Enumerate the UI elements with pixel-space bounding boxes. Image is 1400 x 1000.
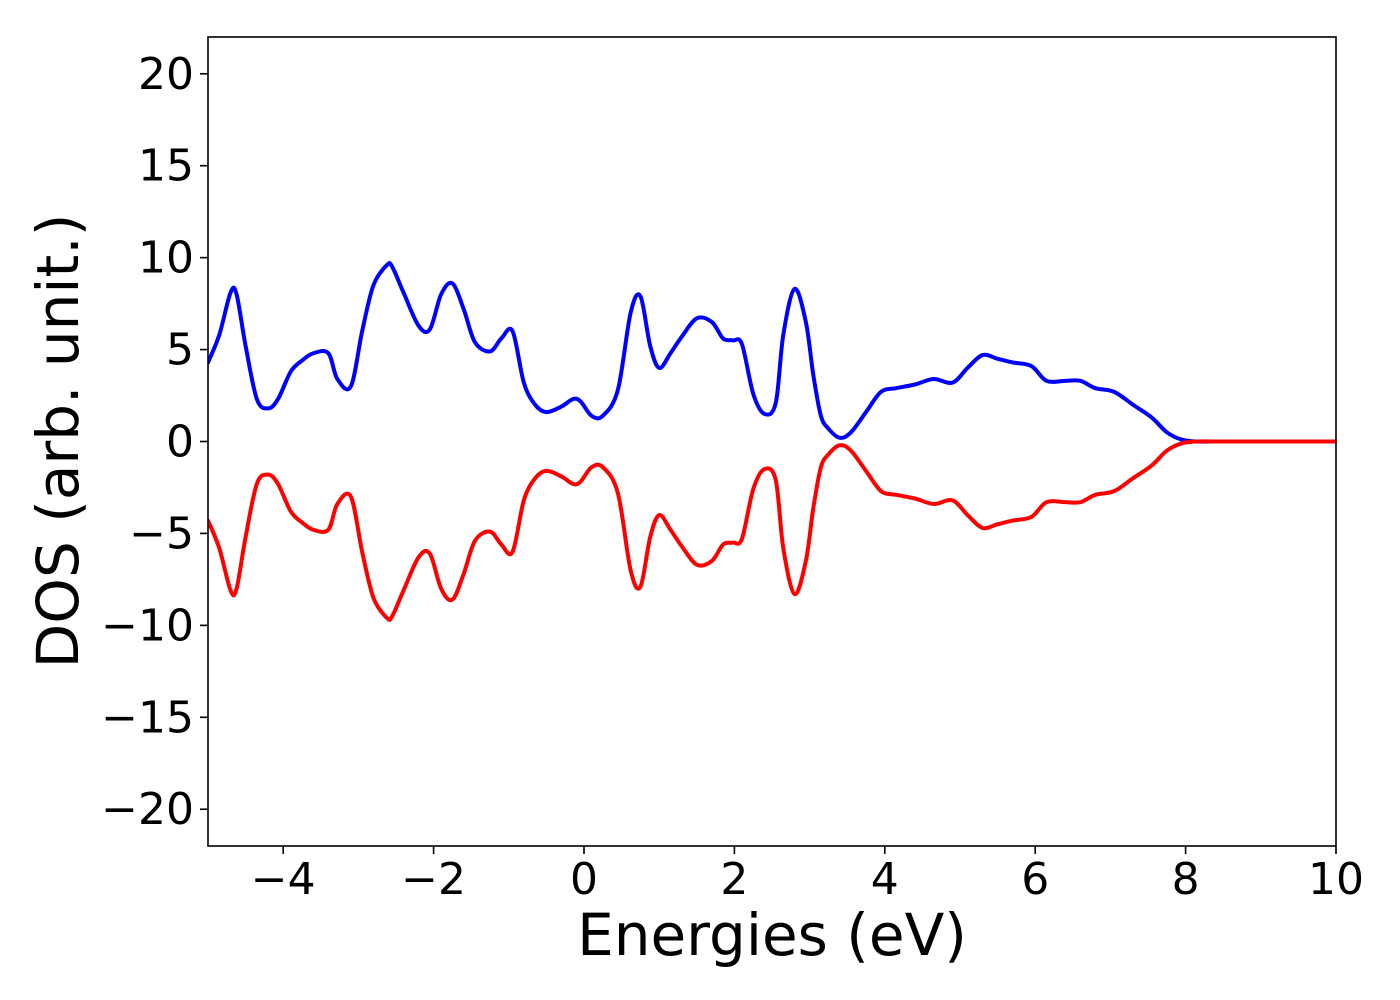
x-tick-label: 2 xyxy=(720,854,748,905)
y-tick-label: 20 xyxy=(138,49,194,100)
y-tick-label: −5 xyxy=(129,508,194,559)
y-tick-label: 10 xyxy=(138,233,194,284)
series-line-blue xyxy=(208,261,1336,444)
plot-frame xyxy=(207,36,1337,847)
y-axis-ticks: 20 15 10 5 0 −5 −10 −15 −20 xyxy=(101,49,208,835)
y-tick-label: 15 xyxy=(138,141,194,192)
x-tick-label: 10 xyxy=(1308,854,1364,905)
x-tick-label: −2 xyxy=(401,854,466,905)
x-tick-label: −4 xyxy=(251,854,316,905)
y-tick-label: −20 xyxy=(101,784,194,835)
x-axis-ticks: −4 −2 0 2 4 6 8 10 xyxy=(251,846,1364,905)
x-tick-label: 0 xyxy=(570,854,598,905)
x-axis-label: Energies (eV) xyxy=(577,901,967,969)
y-tick-label: 5 xyxy=(166,325,194,376)
x-tick-label: 6 xyxy=(1021,854,1049,905)
y-tick-label: −15 xyxy=(101,692,194,743)
series-layer xyxy=(208,261,1336,622)
x-tick-label: 8 xyxy=(1172,854,1200,905)
y-tick-label: −10 xyxy=(101,600,194,651)
x-tick-label: 4 xyxy=(871,854,899,905)
y-tick-label: 0 xyxy=(166,417,194,468)
y-axis-label: DOS (arb. unit.) xyxy=(24,214,92,669)
series-line-red xyxy=(208,439,1336,622)
